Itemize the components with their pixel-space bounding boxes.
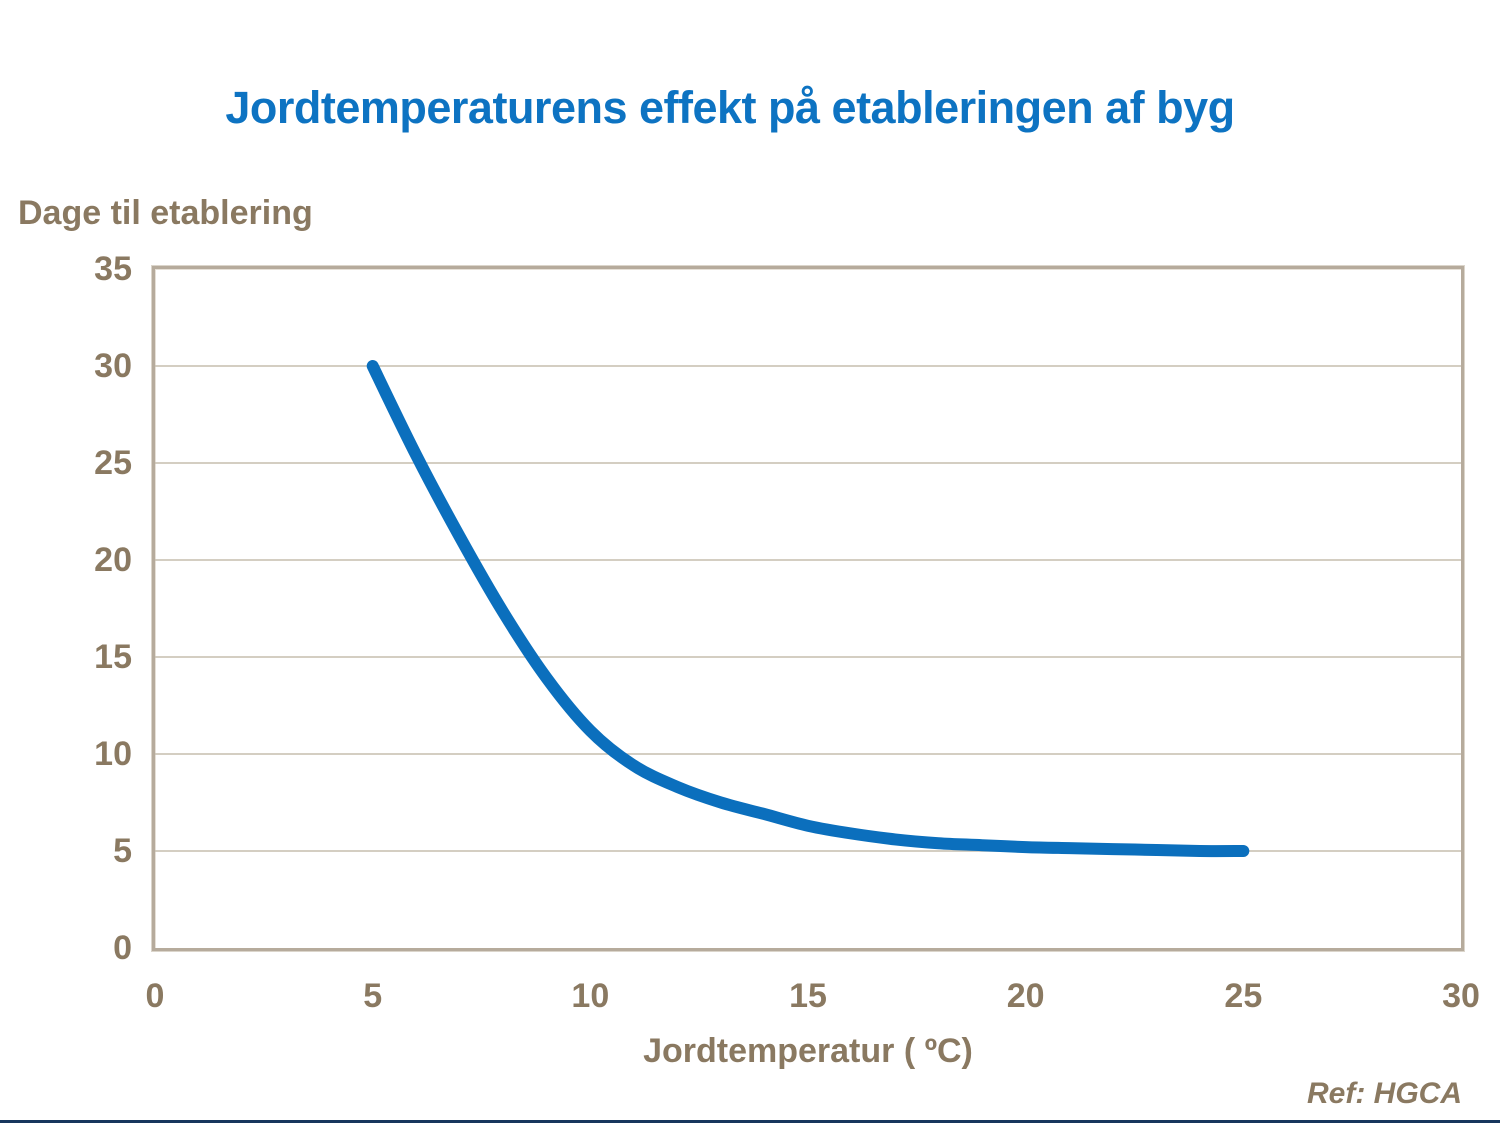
chart-title: Jordtemperaturens effekt på etableringen… — [225, 82, 1235, 133]
y-tick-label-0: 0 — [113, 929, 132, 967]
x-tick-label-10: 10 — [571, 977, 610, 1015]
y-tick-label-15: 15 — [94, 638, 132, 676]
x-tick-label-0: 0 — [145, 977, 165, 1015]
x-tick-label-15: 15 — [789, 977, 827, 1015]
y-tick-label-10: 10 — [94, 735, 132, 773]
data-line-series-0 — [366, 360, 1250, 858]
line-chart-svg — [155, 360, 1461, 858]
reference-note: Ref: HGCA — [1307, 1077, 1462, 1110]
y-axis-title: Dage til etablering — [18, 194, 313, 232]
y-tick-label-25: 25 — [94, 444, 132, 482]
x-tick-label-25: 25 — [1224, 977, 1263, 1015]
y-tick-label-20: 20 — [94, 541, 132, 579]
x-tick-label-20: 20 — [1006, 977, 1045, 1015]
x-tick-label-30: 30 — [1442, 977, 1480, 1015]
bottom-accent-bar — [0, 1120, 1500, 1123]
y-tick-label-30: 30 — [94, 347, 132, 385]
x-tick-label-5: 5 — [363, 977, 383, 1015]
y-tick-label-5: 5 — [113, 832, 132, 870]
plot-area — [152, 266, 1464, 951]
y-tick-label-35: 35 — [94, 250, 132, 288]
x-axis-title: Jordtemperatur ( ºC) — [643, 1032, 973, 1070]
